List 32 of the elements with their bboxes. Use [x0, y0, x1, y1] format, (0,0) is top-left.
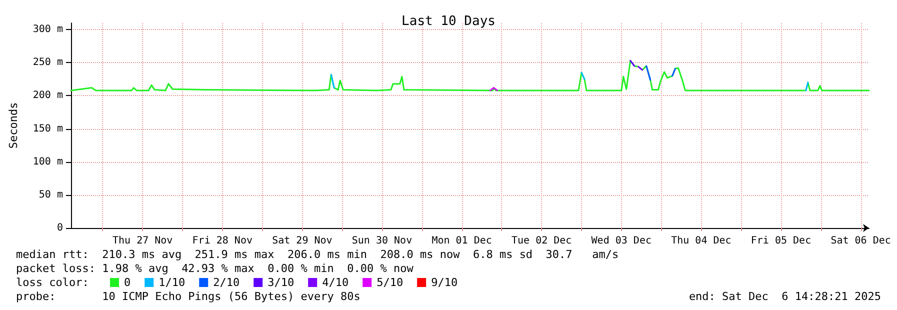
x-tick-label: Mon 01 Dec — [432, 236, 492, 246]
text: median rtt: 210.3 ms avg 251.9 ms max 206.0 ms min 208.0 ms now 6.8 ms sd 30.7 am/s — [16, 248, 619, 261]
chart-title: Last 10 Days — [402, 14, 496, 29]
legend-label: 2/10 — [213, 276, 240, 289]
y-axis-title: Seconds — [7, 102, 20, 149]
legend-label: 0 — [124, 276, 131, 289]
y-tick-label: 100 m — [32, 156, 63, 168]
text: end: Sat Dec 6 14:28:21 2025 — [688, 290, 881, 303]
x-tick-label: Wed 03 Dec — [591, 236, 652, 246]
y-tick-label: 50 m — [38, 189, 63, 200]
y-tick-label: 300 m — [32, 24, 63, 36]
x-tick-label: Tue 02 Dec — [511, 236, 572, 246]
line-series — [70, 60, 870, 92]
x-tick-label: Sat 29 Nov — [272, 236, 332, 246]
legend-title: loss color: — [16, 276, 89, 289]
legend-label: 9/10 — [431, 276, 458, 289]
x-tick-label: Thu 04 Dec — [671, 236, 732, 246]
y-tick-label: 150 m — [32, 123, 63, 134]
legend-label: 3/10 — [268, 276, 294, 289]
x-tick-label: Sat 06 Dec — [830, 236, 891, 246]
x-tick-label: Sun 30 Nov — [352, 236, 412, 246]
y-tick-label: 0 — [56, 222, 63, 234]
y-tick-label: 200 m — [32, 90, 63, 102]
x-tick-label: Fri 28 Nov — [192, 236, 253, 246]
x-tick-label: Thu 27 Nov — [112, 236, 173, 246]
x-tick-label: Fri 05 Dec — [750, 236, 812, 246]
legend-label: 1/10 — [158, 276, 186, 289]
y-tick-label: 250 m — [32, 57, 63, 68]
legend-label: 5/10 — [376, 276, 404, 289]
legend-label: 4/10 — [322, 276, 349, 289]
text: probe: 10 ICMP Echo Pings (56 Bytes) every 80s — [16, 290, 360, 303]
text: packet loss: 1.98 % avg 42.93 % max 0.00 % min 0.00 % now — [16, 262, 414, 275]
